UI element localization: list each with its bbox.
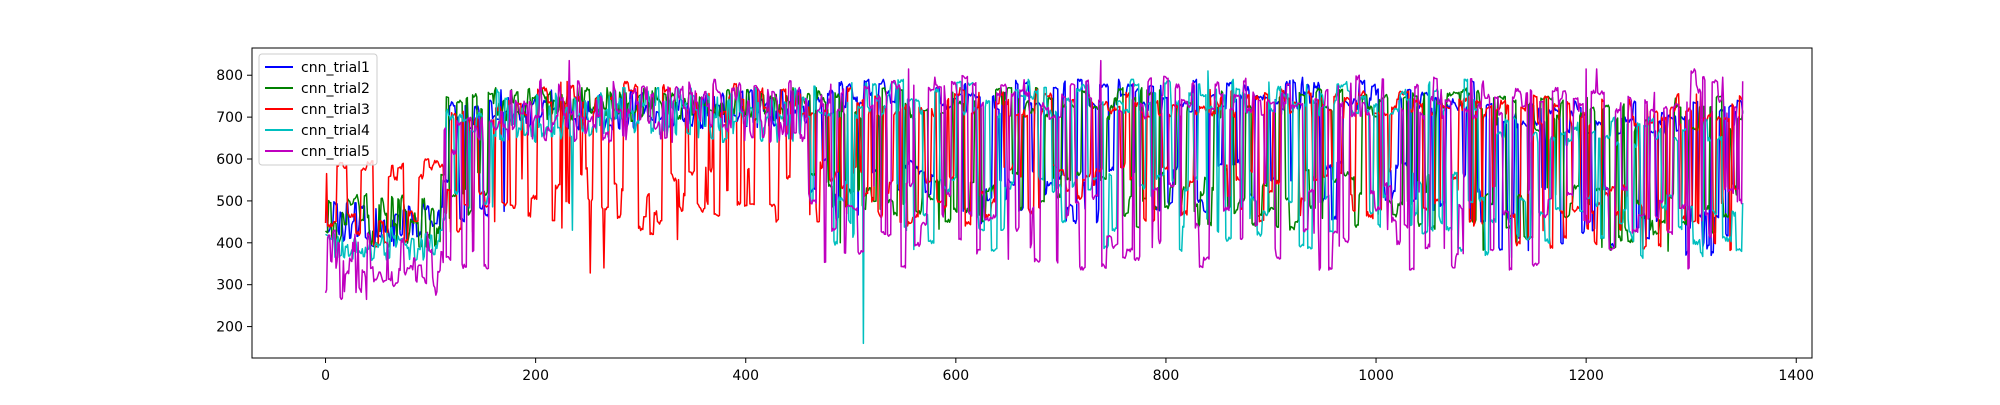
- axes-layer: 0 200 400 600 800 1000 1200 1400 200 300 400 500 600…: [216, 68, 1814, 384]
- y-tick-label: 800: [216, 68, 243, 84]
- x-tick-label: 0: [321, 368, 330, 384]
- x-tick-label: 1000: [1358, 368, 1394, 384]
- legend-label: cnn_trial3: [301, 102, 370, 118]
- x-tick-label: 800: [1153, 368, 1180, 384]
- series-line-cnn_trial3: [324, 80, 1743, 274]
- y-tick-label: 500: [216, 194, 243, 210]
- x-tick-label: 600: [942, 368, 969, 384]
- legend-label: cnn_trial4: [301, 123, 370, 139]
- series-line-cnn_trial5: [324, 59, 1744, 301]
- y-tick-label: 700: [216, 110, 243, 126]
- y-tick-label: 400: [216, 236, 243, 252]
- legend-label: cnn_trial1: [301, 60, 370, 76]
- y-tick-label: 200: [216, 320, 243, 336]
- legend-label: cnn_trial2: [301, 81, 370, 97]
- x-tick-label: 1200: [1568, 368, 1604, 384]
- x-tick-label: 400: [732, 368, 759, 384]
- legend: cnn_trial1 cnn_trial2 cnn_trial3 cnn_trial4…: [258, 53, 378, 166]
- y-tick-label: 300: [216, 278, 243, 294]
- plot-frame: [251, 47, 1813, 359]
- series-line-cnn_trial4: [325, 70, 1744, 345]
- legend-box: [258, 53, 378, 166]
- x-tick-label: 200: [522, 368, 549, 384]
- y-tick-label: 600: [216, 152, 243, 168]
- legend-label: cnn_trial5: [301, 144, 370, 160]
- x-tick-label: 1400: [1778, 368, 1814, 384]
- series-layer: [324, 59, 1744, 345]
